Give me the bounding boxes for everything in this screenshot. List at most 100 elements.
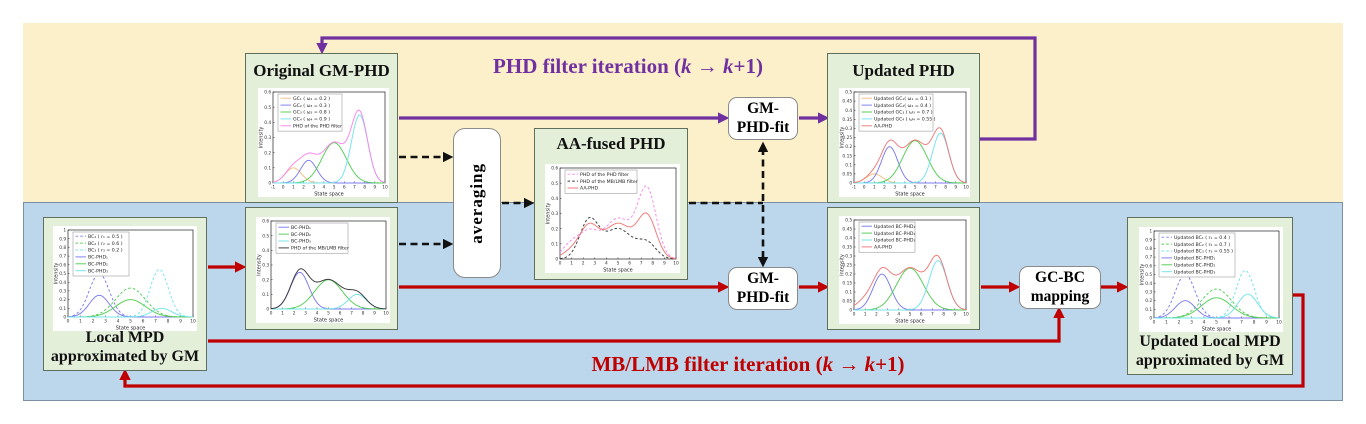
svg-text:7: 7 [934, 185, 937, 191]
svg-text:4: 4 [605, 261, 608, 267]
svg-text:10: 10 [673, 261, 679, 267]
phd-label-k2: k [723, 54, 734, 78]
svg-text:BC-PHD₁: BC-PHD₁ [88, 255, 108, 261]
svg-text:10: 10 [963, 312, 969, 318]
local-mpd-title-line2: approximated by GM [50, 348, 200, 366]
svg-text:GC₁ ( ω₁ = 0.2 ): GC₁ ( ω₁ = 0.2 ) [293, 96, 330, 102]
svg-text:0.8: 0.8 [59, 245, 66, 251]
svg-text:0.6: 0.6 [59, 262, 66, 268]
svg-text:2: 2 [1178, 320, 1181, 326]
svg-text:1: 1 [864, 312, 867, 318]
svg-text:0.1: 0.1 [845, 290, 852, 296]
svg-text:5: 5 [914, 185, 917, 191]
plot-updated-local-mpd: 0 0.1 0.2 0.3 0.4 0.5 0.6 0.7 0.8 0.9 1 0 1 2 3 4 5 6 7 8 9 1… [1139, 227, 1283, 332]
svg-text:1: 1 [1165, 320, 1168, 326]
updated-bc-phd-box: 0 0.05 0.1 0.15 0.2 0.25 0.3 0.35 0.4 0.45 0.5 0 1 2 3… [827, 207, 980, 330]
averaging-arrows [399, 141, 769, 268]
svg-text:0.25: 0.25 [842, 263, 852, 269]
gc-bc-mapping-box: GC-BC mapping [1019, 266, 1101, 309]
svg-text:6: 6 [924, 185, 927, 191]
phd-label-arrow: → [691, 54, 723, 78]
svg-text:9: 9 [179, 319, 182, 325]
local-mpd-box: 0 0.1 0.2 0.3 0.4 0.5 0.6 0.7 0.8 0.9 1 0 1 2 3 4 5 6 7 8 9 1… [43, 217, 207, 371]
svg-text:Intensity: Intensity [54, 263, 60, 285]
svg-text:0.2: 0.2 [845, 144, 852, 150]
svg-text:State space: State space [1202, 326, 1232, 332]
svg-text:GC₄ ( ω₄ = 0.9 ): GC₄ ( ω₄ = 0.9 ) [293, 117, 330, 123]
phd-label-k: k [681, 54, 692, 78]
svg-text:Updated BC₃ ( r₃ = 0.55 ): Updated BC₃ ( r₃ = 0.55 ) [1174, 249, 1233, 255]
phd-iteration-arrows [316, 36, 1037, 141]
svg-text:9: 9 [1265, 320, 1268, 326]
svg-text:1: 1 [570, 261, 573, 267]
gm-phd-fit-bottom-box: GM- PHD-fit [728, 267, 798, 310]
svg-text:0.1: 0.1 [59, 306, 66, 312]
svg-text:0: 0 [863, 185, 866, 191]
svg-text:2: 2 [92, 319, 95, 325]
svg-text:0.7: 0.7 [1145, 255, 1152, 261]
svg-text:Updated GC₁( ω₁ = 0.1 ): Updated GC₁( ω₁ = 0.1 ) [874, 96, 931, 102]
svg-text:0.45: 0.45 [842, 227, 852, 233]
gc-bc-mapping-line1: GC-BC [1035, 268, 1085, 286]
aa-fused-phd-box: AA-fused PHD 0 0.1 0.2 0.3 0.4 0.5 0.6 0 1 2 3 4 5 6 7… [534, 128, 688, 280]
svg-text:7: 7 [350, 311, 353, 317]
svg-text:0.4: 0.4 [845, 108, 852, 114]
svg-text:0.4: 0.4 [264, 120, 271, 126]
svg-text:0: 0 [63, 315, 66, 321]
svg-text:Intensity: Intensity [546, 203, 552, 225]
svg-text:8: 8 [167, 319, 170, 325]
updated-local-mpd-title-line1: Updated Local MPD [1139, 333, 1281, 351]
svg-text:8: 8 [942, 312, 945, 318]
svg-text:BC-PHD₃: BC-PHD₃ [88, 268, 108, 274]
svg-text:3: 3 [886, 312, 889, 318]
svg-text:0.4: 0.4 [59, 280, 66, 286]
arrow-mb-feedback-loop [119, 293, 1305, 388]
updated-phd-box: Updated PHD 0 0.05 0.1 0.15 0.2 0.25 0.3 0.35 0.… [827, 53, 980, 203]
svg-text:GC₂ ( ω₂ = 0.3 ): GC₂ ( ω₂ = 0.3 ) [293, 103, 330, 109]
svg-text:PHD of the MB/LMB filter: PHD of the MB/LMB filter [580, 179, 638, 185]
svg-text:0.3: 0.3 [845, 126, 852, 132]
svg-text:0.5: 0.5 [1145, 272, 1152, 278]
plot-mb-lmb-phd: 0 0.1 0.2 0.3 0.4 0.5 0.6 0 1 2 3 4 5 6 7 8 9 10 State spa… [256, 217, 390, 323]
svg-text:0.2: 0.2 [264, 150, 271, 156]
svg-text:Updated GC₃ ( ω₃ = 0.7 ): Updated GC₃ ( ω₃ = 0.7 ) [874, 110, 933, 116]
svg-text:5: 5 [1215, 320, 1218, 326]
svg-text:0.9: 0.9 [59, 236, 66, 242]
svg-text:Updated BC₂ ( r₂ = 0.7 ): Updated BC₂ ( r₂ = 0.7 ) [1174, 242, 1230, 248]
svg-text:0.5: 0.5 [551, 181, 558, 187]
svg-text:0.5: 0.5 [262, 233, 269, 239]
svg-text:Intensity: Intensity [840, 254, 846, 276]
svg-text:0.6: 0.6 [264, 90, 271, 96]
svg-text:0.35: 0.35 [842, 245, 852, 251]
svg-text:BC-PHD₂: BC-PHD₂ [88, 262, 108, 268]
svg-text:PHD of the PHD filter: PHD of the PHD filter [580, 172, 629, 178]
mb-lmb-phd-box: 0 0.1 0.2 0.3 0.4 0.5 0.6 0 1 2 3 4 5 6 7 8 9 10 State spa… [245, 207, 398, 330]
svg-text:0: 0 [266, 307, 269, 313]
svg-text:-1: -1 [271, 185, 276, 191]
svg-text:10: 10 [190, 319, 196, 325]
svg-text:1: 1 [1149, 229, 1152, 235]
svg-text:6: 6 [339, 311, 342, 317]
svg-text:0.2: 0.2 [551, 226, 558, 232]
svg-text:Updated BC-PHD₃: Updated BC-PHD₃ [1174, 269, 1216, 275]
svg-text:AA-PHD: AA-PHD [874, 124, 892, 130]
svg-text:Updated BC-PHD₃: Updated BC-PHD₃ [874, 238, 916, 244]
svg-text:6: 6 [142, 319, 145, 325]
svg-text:State space: State space [895, 191, 925, 197]
svg-text:0.7: 0.7 [59, 254, 66, 260]
svg-text:0.5: 0.5 [845, 90, 852, 96]
svg-text:1: 1 [281, 311, 284, 317]
svg-text:0: 0 [1149, 316, 1152, 322]
mb-label-arrow: → [833, 352, 865, 376]
svg-text:0.05: 0.05 [842, 299, 852, 305]
svg-text:0.3: 0.3 [59, 289, 66, 295]
svg-text:State space: State space [603, 267, 633, 273]
updated-local-mpd-title-line2: approximated by GM [1135, 352, 1285, 370]
mb-label-text: MB/LMB filter iteration ( [591, 352, 823, 376]
svg-text:AA-PHD: AA-PHD [874, 245, 892, 251]
svg-text:10: 10 [382, 185, 388, 191]
svg-text:0.5: 0.5 [59, 271, 66, 277]
plot-updated-phd: 0 0.05 0.1 0.15 0.2 0.25 0.3 0.35 0.4 0.45 0.5 -1 0 1… [839, 88, 970, 197]
svg-text:9: 9 [373, 311, 376, 317]
